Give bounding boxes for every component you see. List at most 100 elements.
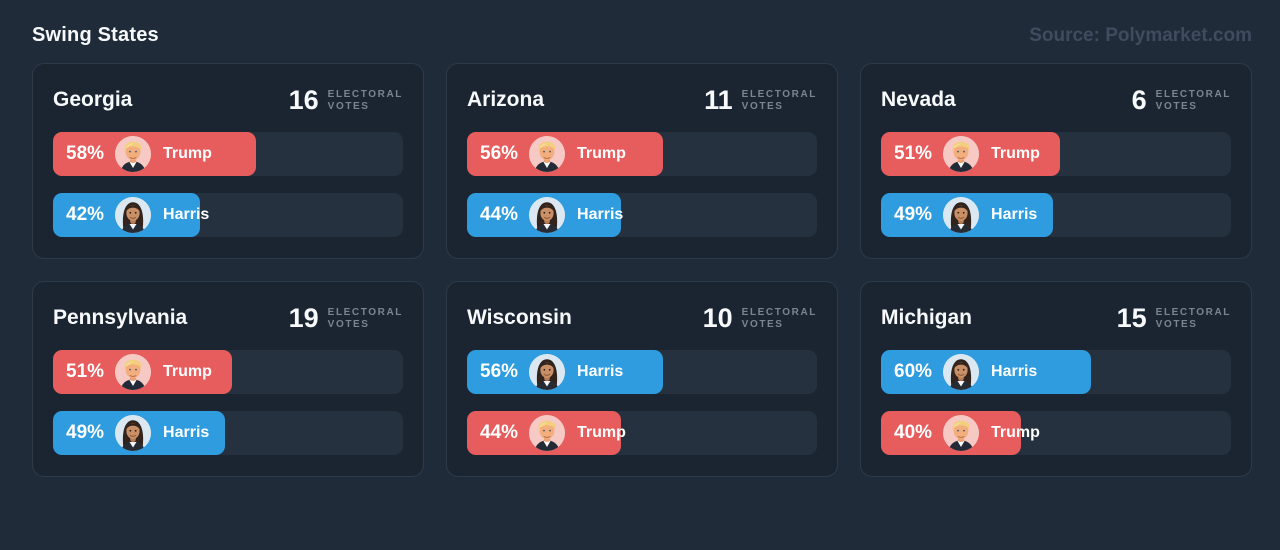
candidate-name: Harris bbox=[577, 363, 624, 380]
state-card: Georgia 16 ELECTORAL VOTES 58% Trump bbox=[32, 63, 424, 259]
candidate-bars: 60% Harris 40% Trump bbox=[881, 350, 1231, 455]
electoral-votes-label-line2: VOTES bbox=[1155, 101, 1198, 112]
harris-avatar bbox=[529, 197, 566, 233]
trump-avatar bbox=[529, 415, 566, 451]
candidate-name: Harris bbox=[163, 206, 210, 223]
electoral-votes-label-line2: VOTES bbox=[1155, 319, 1198, 330]
poll-bar-track: 40% Trump bbox=[881, 411, 1231, 455]
state-card: Pennsylvania 19 ELECTORAL VOTES 51% Trum… bbox=[32, 281, 424, 477]
electoral-votes: 6 ELECTORAL VOTES bbox=[1132, 86, 1231, 114]
trump-avatar-graphic bbox=[529, 415, 566, 451]
candidate-percentage: 42% bbox=[66, 204, 105, 225]
candidate-bars: 51% Trump 49% Harris bbox=[881, 132, 1231, 237]
harris-avatar-graphic bbox=[529, 197, 566, 233]
state-name: Nevada bbox=[881, 88, 956, 111]
poll-bar-track: 44% Trump bbox=[467, 411, 817, 455]
candidate-name: Harris bbox=[577, 206, 624, 223]
state-card: Wisconsin 10 ELECTORAL VOTES 56% Harris bbox=[446, 281, 838, 477]
state-card-header: Pennsylvania 19 ELECTORAL VOTES bbox=[53, 304, 403, 332]
state-card: Arizona 11 ELECTORAL VOTES 56% Trump bbox=[446, 63, 838, 259]
electoral-votes-label: ELECTORAL VOTES bbox=[328, 87, 403, 113]
candidate-name: Trump bbox=[991, 424, 1040, 441]
harris-avatar-graphic bbox=[115, 415, 152, 451]
electoral-votes: 11 ELECTORAL VOTES bbox=[704, 86, 817, 114]
harris-avatar bbox=[529, 354, 566, 390]
candidate-percentage: 56% bbox=[480, 361, 519, 382]
state-card: Michigan 15 ELECTORAL VOTES 60% Harris bbox=[860, 281, 1252, 477]
candidate-name: Trump bbox=[163, 145, 212, 162]
state-card-header: Wisconsin 10 ELECTORAL VOTES bbox=[467, 304, 817, 332]
trump-bar-fill: 58% Trump bbox=[53, 132, 256, 176]
electoral-votes-label-line2: VOTES bbox=[327, 319, 370, 330]
electoral-votes-count: 15 bbox=[1116, 303, 1147, 333]
state-card-header: Michigan 15 ELECTORAL VOTES bbox=[881, 303, 1231, 333]
electoral-votes-label: ELECTORAL VOTES bbox=[1156, 305, 1231, 331]
poll-bar-track: 44% Harris bbox=[467, 193, 817, 237]
candidate-bars: 56% Harris 44% Trump bbox=[467, 350, 817, 455]
candidate-percentage: 44% bbox=[480, 422, 519, 443]
state-name: Georgia bbox=[53, 88, 133, 111]
candidate-percentage: 49% bbox=[66, 422, 105, 443]
trump-avatar bbox=[943, 136, 980, 172]
electoral-votes-count: 6 bbox=[1131, 85, 1147, 115]
poll-bar-track: 56% Harris bbox=[467, 350, 817, 394]
electoral-votes-count: 10 bbox=[702, 303, 733, 333]
page-header: Swing States Source: Polymarket.com bbox=[32, 24, 1252, 47]
trump-avatar-graphic bbox=[115, 136, 152, 172]
poll-bar-track: 49% Harris bbox=[881, 193, 1231, 237]
candidate-percentage: 58% bbox=[66, 143, 105, 164]
harris-avatar-graphic bbox=[529, 354, 566, 390]
harris-avatar-graphic bbox=[943, 354, 980, 390]
state-card-header: Nevada 6 ELECTORAL VOTES bbox=[881, 86, 1231, 114]
harris-bar-fill: 49% Harris bbox=[53, 411, 225, 455]
state-name: Arizona bbox=[467, 88, 545, 111]
trump-avatar-graphic bbox=[115, 354, 152, 390]
harris-avatar-graphic bbox=[943, 197, 980, 233]
harris-bar-fill: 44% Harris bbox=[467, 193, 624, 237]
trump-avatar bbox=[943, 415, 980, 451]
poll-bar-track: 58% Trump bbox=[53, 132, 403, 176]
state-name: Wisconsin bbox=[467, 306, 572, 329]
electoral-votes: 19 ELECTORAL VOTES bbox=[289, 304, 403, 332]
trump-avatar bbox=[529, 136, 566, 172]
state-cards-grid: Georgia 16 ELECTORAL VOTES 58% Trump bbox=[32, 63, 1252, 477]
candidate-bars: 56% Trump 44% Harris bbox=[467, 132, 817, 237]
trump-bar-fill: 40% Trump bbox=[881, 411, 1040, 455]
harris-bar-fill: 49% Harris bbox=[881, 193, 1053, 237]
electoral-votes-label: ELECTORAL VOTES bbox=[742, 305, 817, 331]
trump-bar-fill: 51% Trump bbox=[881, 132, 1060, 176]
harris-bar-fill: 60% Harris bbox=[881, 350, 1091, 394]
electoral-votes-label-line1: ELECTORAL bbox=[741, 89, 817, 100]
electoral-votes-count: 19 bbox=[288, 303, 319, 333]
harris-avatar bbox=[943, 354, 980, 390]
electoral-votes-label-line2: VOTES bbox=[327, 101, 370, 112]
trump-bar-fill: 56% Trump bbox=[467, 132, 663, 176]
poll-bar-track: 60% Harris bbox=[881, 350, 1231, 394]
trump-avatar bbox=[115, 354, 152, 390]
state-name: Pennsylvania bbox=[53, 306, 188, 329]
electoral-votes-count: 11 bbox=[704, 85, 733, 115]
electoral-votes-label-line1: ELECTORAL bbox=[1155, 307, 1231, 318]
page-title: Swing States bbox=[32, 24, 159, 46]
candidate-name: Harris bbox=[163, 424, 210, 441]
candidate-percentage: 40% bbox=[894, 422, 933, 443]
electoral-votes-label-line1: ELECTORAL bbox=[1155, 89, 1231, 100]
swing-states-dashboard: Swing States Source: Polymarket.com Geor… bbox=[32, 24, 1252, 477]
state-card: Nevada 6 ELECTORAL VOTES 51% Trump bbox=[860, 63, 1252, 259]
harris-bar-fill: 42% Harris bbox=[53, 193, 209, 237]
candidate-percentage: 51% bbox=[894, 143, 933, 164]
candidate-bars: 51% Trump 49% Harris bbox=[53, 350, 403, 455]
candidate-name: Harris bbox=[991, 363, 1038, 380]
electoral-votes: 10 ELECTORAL VOTES bbox=[703, 304, 817, 332]
candidate-percentage: 44% bbox=[480, 204, 519, 225]
candidate-percentage: 51% bbox=[66, 361, 105, 382]
trump-bar-fill: 51% Trump bbox=[53, 350, 232, 394]
source-attribution: Source: Polymarket.com bbox=[1029, 25, 1252, 46]
state-card-header: Arizona 11 ELECTORAL VOTES bbox=[467, 86, 817, 114]
candidate-percentage: 49% bbox=[894, 204, 933, 225]
candidate-name: Trump bbox=[991, 145, 1040, 162]
poll-bar-track: 51% Trump bbox=[881, 132, 1231, 176]
trump-avatar bbox=[115, 136, 152, 172]
electoral-votes-label: ELECTORAL VOTES bbox=[742, 87, 817, 113]
candidate-bars: 58% Trump 42% Harris bbox=[53, 132, 403, 237]
